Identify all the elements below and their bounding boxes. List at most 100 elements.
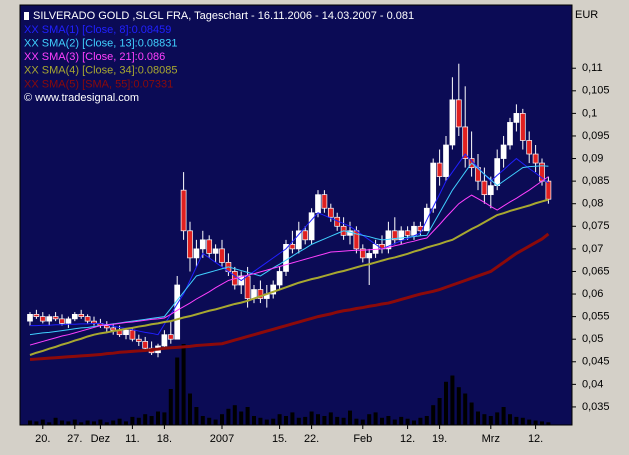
volume-bar — [341, 417, 346, 425]
x-tick-label: 2007 — [210, 433, 234, 445]
candle-body — [487, 185, 494, 196]
legend-entry: XX SMA(4) [Close, 34]:0.08085 — [24, 65, 177, 77]
volume-bar — [72, 419, 77, 425]
candle-body — [321, 194, 328, 209]
volume-bar — [431, 405, 436, 425]
candle-body — [84, 316, 91, 322]
candle-body — [71, 314, 78, 320]
volume-bar — [360, 419, 365, 425]
x-tick-label: Feb — [353, 433, 372, 445]
volume-bar — [444, 381, 448, 425]
candle-body — [27, 314, 33, 322]
volume-bar — [149, 416, 154, 425]
volume-bar — [520, 417, 525, 425]
volume-bar — [392, 419, 397, 425]
volume-bar — [162, 412, 167, 425]
volume-bar — [463, 393, 468, 425]
candle-body — [366, 253, 373, 259]
volume-bar — [226, 408, 231, 425]
x-tick-label: 11. — [125, 433, 139, 445]
y-tick-label: 0,1 — [582, 107, 597, 119]
candle-body — [270, 284, 277, 295]
volume-bar — [239, 411, 244, 425]
volume-bar — [271, 418, 276, 425]
candle-body — [244, 275, 251, 299]
candle-body — [500, 144, 507, 159]
volume-bar — [66, 421, 71, 425]
x-tick-label: 15. — [272, 433, 287, 445]
legend-entry: XX SMA(1) [Close, 8]:0.08459 — [24, 24, 171, 36]
y-tick-label: 0,055 — [582, 311, 610, 323]
volume-bar — [303, 416, 308, 425]
x-tick-label: Mrz — [482, 433, 500, 445]
candle-body — [33, 314, 40, 317]
volume-bar — [380, 417, 384, 425]
candle-body — [59, 318, 65, 324]
volume-bar — [85, 420, 90, 425]
volume-bar — [232, 405, 237, 425]
volume-bar — [405, 418, 410, 425]
candle-body — [526, 140, 533, 155]
y-tick-label: 0,035 — [582, 401, 610, 413]
candle-body — [327, 207, 334, 218]
volume-bar — [354, 418, 359, 425]
candle-body — [462, 126, 469, 159]
candle-body — [135, 338, 142, 342]
candle-body — [46, 316, 53, 322]
x-tick-label: 12. — [528, 433, 543, 445]
y-tick-label: 0,09 — [582, 152, 603, 164]
volume-bar — [194, 407, 199, 425]
volume-bar — [335, 416, 340, 425]
volume-bar — [104, 422, 109, 425]
volume-bar — [47, 422, 52, 425]
volume-bar — [28, 420, 32, 425]
volume-bar — [92, 421, 96, 425]
candle-body — [174, 284, 181, 340]
volume-bar — [40, 419, 45, 425]
volume-bar — [98, 419, 103, 425]
y-unit: EUR — [575, 9, 598, 21]
volume-bar — [437, 398, 442, 425]
sma-line — [29, 232, 550, 362]
volume-bar — [79, 422, 84, 425]
volume-bar — [482, 414, 487, 425]
volume-bar — [207, 417, 212, 425]
volume-bar — [418, 417, 423, 425]
candle-body — [123, 329, 129, 336]
volume-bar — [181, 344, 186, 425]
volume-bar — [316, 414, 320, 425]
volume-bar — [328, 412, 333, 425]
candle-body — [494, 158, 501, 186]
candle-body — [103, 325, 110, 329]
volume-bar — [309, 411, 314, 425]
volume-bar — [322, 416, 327, 425]
candle-body — [315, 194, 321, 214]
x-tick-label: 20. — [35, 433, 50, 445]
copyright: © www.tradesignal.com — [24, 92, 139, 104]
volume-bar — [501, 407, 506, 425]
volume-bar — [514, 416, 519, 425]
volume-bar — [290, 412, 295, 425]
y-tick-label: 0,065 — [582, 265, 610, 277]
y-tick-label: 0,105 — [582, 85, 610, 97]
volume-bar — [284, 416, 288, 425]
volume-bar — [348, 410, 352, 425]
volume-bar — [476, 411, 480, 425]
volume-bar — [412, 420, 416, 425]
candle-body — [545, 180, 552, 200]
candle-body — [193, 248, 200, 259]
candle-body — [276, 271, 283, 286]
y-tick-label: 0,045 — [582, 356, 610, 368]
volume-bar — [213, 419, 218, 425]
y-tick-label: 0,04 — [582, 378, 603, 390]
title-marker — [24, 12, 29, 20]
candle-body — [199, 239, 206, 250]
volume-bar — [469, 402, 474, 425]
candle-body — [283, 244, 289, 272]
candle-body — [65, 318, 72, 324]
candle-body — [167, 334, 174, 340]
volume-bar — [245, 407, 250, 425]
candle-body — [455, 99, 462, 128]
volume-bar — [386, 416, 391, 425]
y-tick-label: 0,05 — [582, 333, 603, 345]
